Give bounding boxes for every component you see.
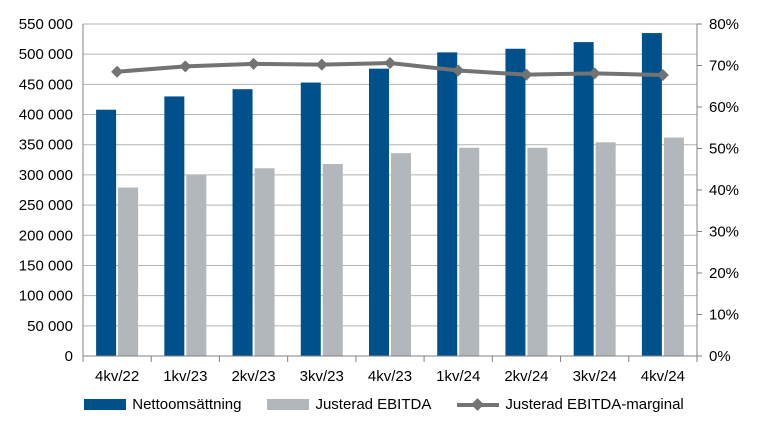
bar-justerad-ebitda — [459, 147, 480, 356]
margin-point — [111, 65, 124, 78]
x-tick-label: 3kv/24 — [573, 368, 617, 385]
legend-swatch-justerad-ebitda — [267, 398, 310, 410]
legend: Nettoomsättning Justerad EBITDA Justerad… — [0, 392, 768, 416]
margin-point — [179, 60, 192, 73]
y-left-tick-label: 150 000 — [19, 257, 73, 274]
legend-label-nettoomsattning: Nettoomsättning — [132, 395, 242, 413]
bar-nettoomsattning — [96, 109, 117, 356]
y-left-tick-label: 500 000 — [19, 46, 73, 63]
y-right-tick-label: 60% — [709, 99, 739, 116]
x-tick-label: 4kv/23 — [368, 368, 412, 385]
gridlines — [83, 23, 697, 327]
bar-justerad-ebitda — [663, 137, 684, 356]
margin-point — [452, 64, 465, 77]
margin-point — [588, 67, 601, 80]
legend-item-justerad-ebitda-marginal: Justerad EBITDA-marginal — [457, 395, 684, 413]
x-tick-label: 4kv/22 — [95, 368, 139, 385]
y-left-tick-label: 300 000 — [19, 167, 73, 184]
margin-point — [315, 58, 328, 71]
margin-line-series — [111, 57, 669, 82]
bar-justerad-ebitda — [595, 142, 616, 356]
bar-justerad-ebitda — [186, 174, 207, 356]
x-tick-label: 2kv/24 — [504, 368, 548, 385]
bar-nettoomsattning — [164, 96, 185, 356]
y-right-tick-label: 20% — [709, 265, 739, 282]
legend-item-nettoomsattning: Nettoomsättning — [84, 396, 241, 413]
margin-point — [247, 57, 260, 70]
bar-nettoomsattning — [573, 42, 594, 356]
bar-nettoomsattning — [505, 48, 526, 357]
bar-justerad-ebitda — [118, 187, 139, 356]
margin-point — [384, 57, 396, 70]
bar-justerad-ebitda — [254, 168, 275, 356]
legend-label-justerad-ebitda: Justerad EBITDA — [315, 395, 432, 413]
y-left-tick-label: 250 000 — [19, 197, 73, 214]
y-right-tick-label: 70% — [709, 58, 739, 75]
bar-justerad-ebitda — [527, 147, 548, 356]
bar-nettoomsattning — [232, 89, 253, 357]
y-left-tick-label: 50 000 — [27, 318, 73, 335]
legend-swatch-nettoomsattning — [84, 398, 127, 410]
y-left-tick-label: 200 000 — [19, 227, 73, 244]
bar-nettoomsattning — [369, 68, 389, 356]
y-left-tick-label: 400 000 — [19, 107, 73, 124]
x-tick-label: 1kv/24 — [436, 368, 480, 385]
bar-nettoomsattning — [641, 33, 662, 357]
legend-item-justerad-ebitda: Justerad EBITDA — [267, 396, 431, 413]
legend-swatch-justerad-ebitda-marginal — [457, 397, 500, 411]
y-left-tick-label: 100 000 — [19, 288, 73, 305]
y-left-tick-label: 350 000 — [19, 137, 73, 154]
y-left-tick-label: 0 — [65, 348, 73, 365]
margin-point — [656, 69, 669, 82]
x-tick-label: 3kv/23 — [300, 368, 344, 385]
y-right-tick-label: 40% — [709, 182, 739, 199]
x-tick-label: 2kv/23 — [231, 368, 275, 385]
y-right-tick-label: 10% — [709, 307, 739, 324]
bar-nettoomsattning — [437, 52, 458, 356]
margin-point — [520, 68, 533, 81]
bar-justerad-ebitda — [391, 153, 411, 356]
y-right-tick-label: 30% — [709, 224, 739, 241]
legend-label-justerad-ebitda-marginal: Justerad EBITDA-marginal — [505, 395, 684, 413]
bar-justerad-ebitda — [322, 164, 343, 356]
x-tick-label: 4kv/24 — [641, 368, 685, 385]
x-tick-label: 1kv/23 — [163, 368, 207, 385]
y-right-tick-label: 50% — [709, 141, 739, 158]
y-left-tick-label: 450 000 — [19, 76, 73, 93]
y-right-tick-label: 0% — [709, 348, 731, 365]
axis-labels: 0 50 000 100 000 150 000 200 000 250 000 300 0… — [19, 16, 739, 385]
bar-series — [96, 33, 684, 357]
y-left-tick-label: 550 000 — [19, 16, 73, 33]
axes — [82, 23, 702, 362]
y-right-tick-label: 80% — [709, 16, 739, 33]
bar-nettoomsattning — [300, 82, 321, 356]
